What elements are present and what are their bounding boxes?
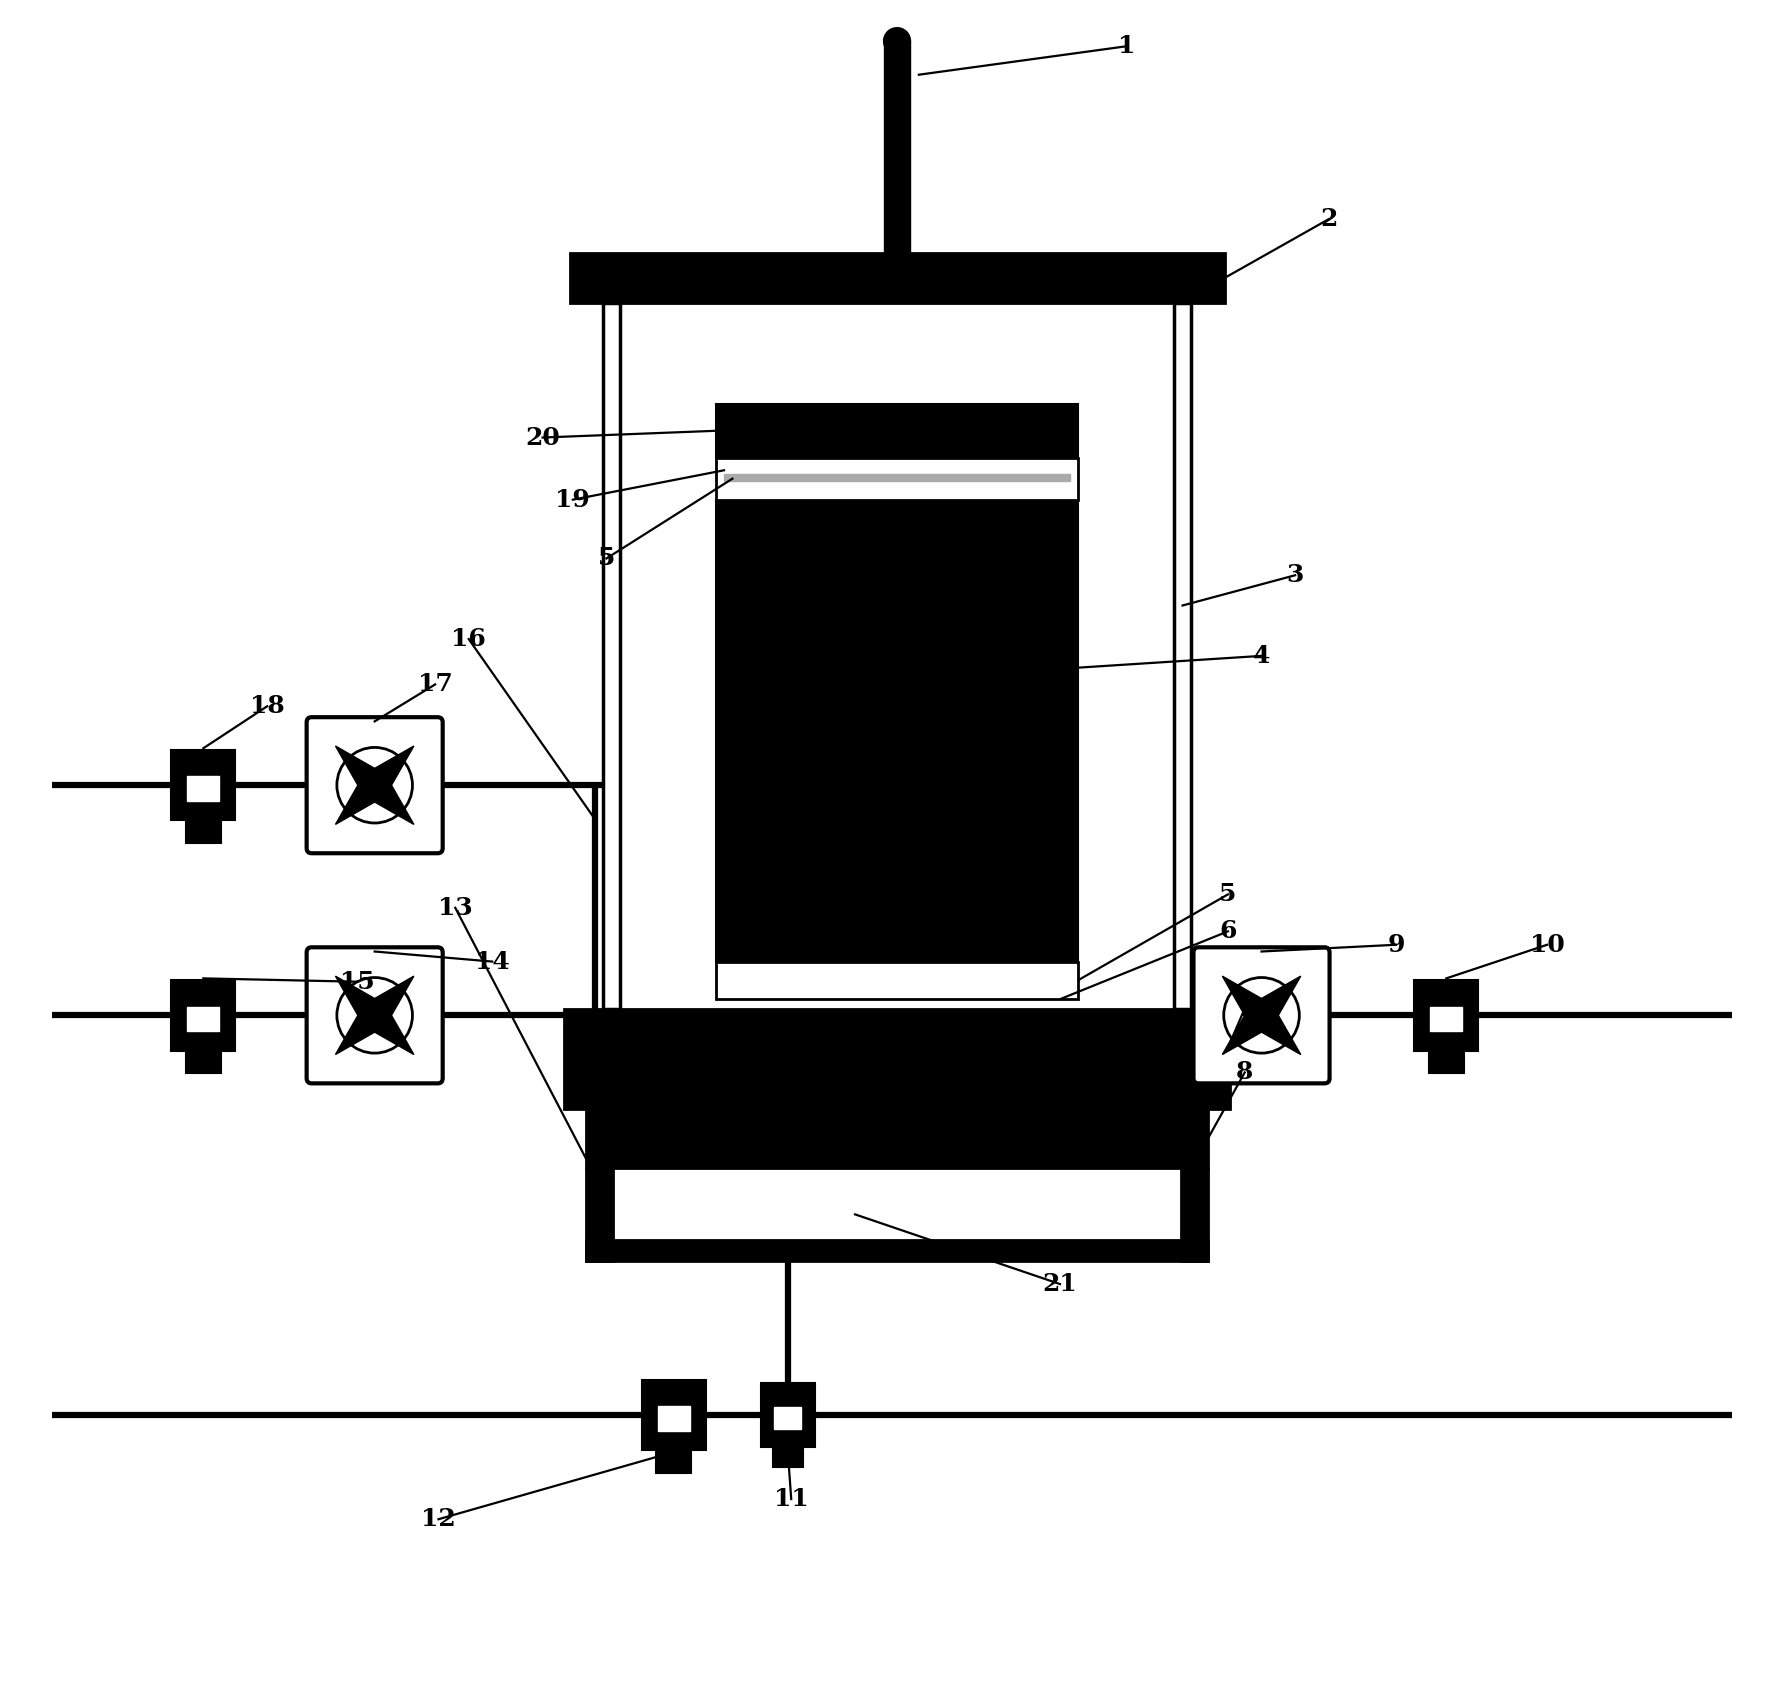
Bar xyxy=(715,457,1079,500)
Polygon shape xyxy=(335,746,385,797)
Bar xyxy=(658,1406,690,1431)
Text: 18: 18 xyxy=(250,694,284,719)
Bar xyxy=(187,1006,219,1031)
Text: 1: 1 xyxy=(1119,34,1136,57)
Text: 21: 21 xyxy=(1042,1273,1078,1296)
Text: 15: 15 xyxy=(341,969,375,994)
Circle shape xyxy=(883,27,910,54)
Polygon shape xyxy=(364,976,414,1026)
Bar xyxy=(1429,1050,1465,1074)
Text: 17: 17 xyxy=(417,672,453,697)
Bar xyxy=(187,776,219,802)
Text: 7: 7 xyxy=(1236,996,1254,1021)
Bar xyxy=(762,1382,815,1447)
Bar xyxy=(569,253,1224,304)
Bar xyxy=(186,1050,221,1074)
Text: 3: 3 xyxy=(369,768,380,785)
Circle shape xyxy=(368,1009,382,1021)
Text: 3: 3 xyxy=(1256,998,1267,1014)
Bar xyxy=(1174,304,1192,1009)
Polygon shape xyxy=(1251,1004,1301,1055)
Bar xyxy=(587,1109,1208,1168)
Polygon shape xyxy=(335,1004,385,1055)
Text: 19: 19 xyxy=(555,488,591,511)
Polygon shape xyxy=(1222,1004,1272,1055)
Bar xyxy=(186,820,221,842)
Text: 20: 20 xyxy=(524,425,560,449)
Bar xyxy=(715,403,1079,457)
Bar xyxy=(715,962,1079,999)
Text: 9: 9 xyxy=(1388,933,1404,957)
Circle shape xyxy=(368,778,382,792)
Bar xyxy=(724,474,1070,481)
Circle shape xyxy=(1256,1009,1268,1021)
Bar xyxy=(171,981,235,1050)
FancyBboxPatch shape xyxy=(1193,947,1329,1084)
Bar xyxy=(564,1009,1229,1109)
Polygon shape xyxy=(1222,976,1272,1026)
Polygon shape xyxy=(364,1004,414,1055)
Bar xyxy=(587,1241,1208,1261)
Text: 16: 16 xyxy=(451,626,485,652)
Polygon shape xyxy=(335,976,385,1026)
Text: 14: 14 xyxy=(475,950,510,974)
Text: 4: 4 xyxy=(1252,643,1270,668)
Bar xyxy=(715,500,1079,962)
Bar xyxy=(774,1408,801,1430)
Text: 11: 11 xyxy=(774,1487,808,1511)
Bar xyxy=(171,749,235,820)
FancyBboxPatch shape xyxy=(307,947,442,1084)
Text: 10: 10 xyxy=(1529,933,1565,957)
Text: 3: 3 xyxy=(369,998,380,1014)
Text: 5: 5 xyxy=(1218,883,1236,906)
Text: 12: 12 xyxy=(421,1507,457,1531)
Bar xyxy=(1181,1168,1208,1261)
Bar xyxy=(1415,981,1479,1050)
Bar xyxy=(603,304,619,1009)
FancyBboxPatch shape xyxy=(307,717,442,852)
Bar xyxy=(883,41,910,253)
Text: 5: 5 xyxy=(598,547,615,571)
Polygon shape xyxy=(364,746,414,797)
Polygon shape xyxy=(1251,976,1301,1026)
Text: 2: 2 xyxy=(1320,208,1338,231)
Circle shape xyxy=(337,748,412,824)
Bar xyxy=(772,1447,803,1467)
Text: 13: 13 xyxy=(437,896,473,920)
Text: 3: 3 xyxy=(1286,564,1304,587)
Polygon shape xyxy=(364,775,414,824)
Circle shape xyxy=(337,977,412,1053)
Text: 8: 8 xyxy=(1236,1060,1254,1084)
Bar xyxy=(657,1450,690,1474)
Bar xyxy=(642,1379,705,1450)
Text: 6: 6 xyxy=(1218,920,1236,944)
Polygon shape xyxy=(335,775,385,824)
Circle shape xyxy=(1224,977,1299,1053)
Bar xyxy=(1431,1006,1463,1031)
Bar xyxy=(587,1168,614,1261)
